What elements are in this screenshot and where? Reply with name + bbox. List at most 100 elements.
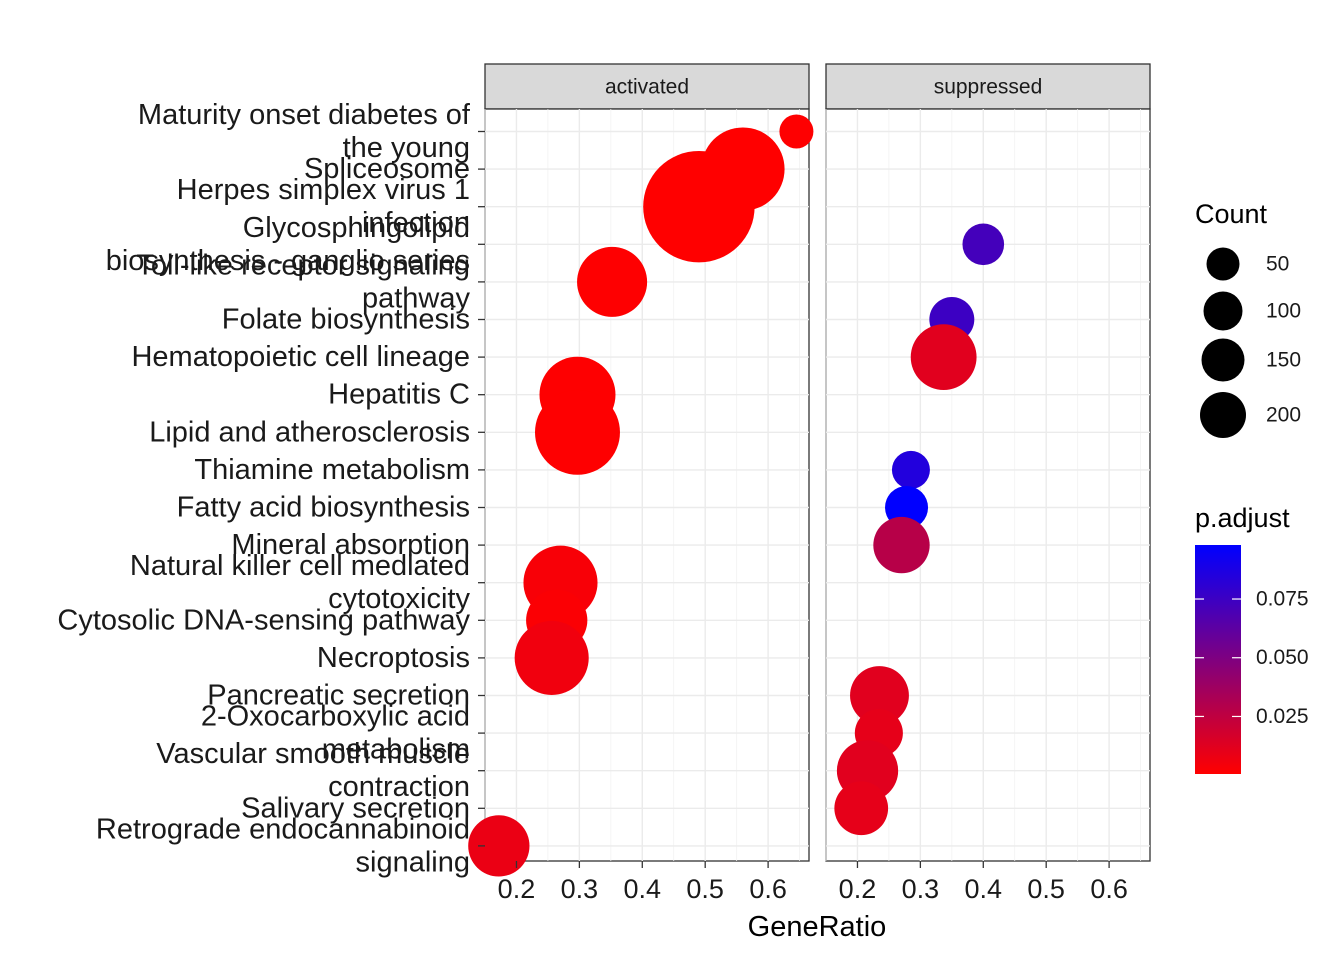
y-tick-label-line: metabolism	[322, 734, 470, 766]
data-point	[468, 815, 530, 877]
color-legend-title: p.adjust	[1195, 503, 1290, 533]
strip-label-suppressed: suppressed	[934, 76, 1043, 99]
size-legend-label: 50	[1266, 253, 1289, 276]
y-tick-label-line: Herpes simplex virus 1	[177, 174, 470, 206]
y-tick-label-line: Hematopoietic cell lineage	[131, 341, 470, 373]
data-point	[834, 781, 889, 836]
size-legend-label: 100	[1266, 300, 1301, 323]
y-tick-label: Toll-like receptor signaling pathway	[136, 249, 470, 314]
x-axis: 0.2 0.3 0.4 0.5 0.6 0.2 0.3 0.4 0.5 0.6	[498, 861, 1128, 904]
data-point	[850, 666, 909, 725]
y-tick-label-line: Mineral absorption	[231, 529, 470, 561]
x-tick-label: 0.3	[561, 874, 599, 904]
y-tick-label: Pancreatic secretion	[207, 680, 470, 712]
color-legend-label: 0.025	[1256, 705, 1309, 728]
y-tick-label-line: pathway	[362, 282, 471, 314]
y-tick-label-line: contraction	[328, 771, 470, 803]
size-legend-key	[1206, 247, 1240, 281]
y-tick-label: Vascular smooth muscle contraction	[156, 738, 470, 803]
points-activated	[468, 114, 814, 877]
y-tick-label-line: Pancreatic secretion	[207, 680, 470, 712]
y-tick-label: Necroptosis	[317, 642, 470, 674]
y-tick-label-line: Folate biosynthesis	[222, 304, 470, 336]
size-legend: Count 50 100 150 200	[1195, 199, 1301, 438]
y-tick-label-line: Salivary secretion	[241, 792, 470, 824]
y-tick-label-line: the young	[343, 132, 470, 164]
color-legend-label: 0.050	[1256, 646, 1309, 669]
y-tick-label: Hepatitis C	[328, 379, 470, 411]
y-tick-label-line: Spliceosome	[304, 153, 470, 185]
y-tick-label-line: biosynthesis - ganglio series	[106, 245, 470, 277]
size-legend-key	[1201, 338, 1245, 382]
grid-activated	[484, 109, 809, 861]
y-tick-label-line: infection	[362, 207, 470, 239]
y-tick-label: Salivary secretion	[241, 792, 470, 824]
panel-suppressed: suppressed	[825, 63, 1151, 862]
x-tick-label: 0.3	[902, 874, 940, 904]
y-tick-label-line: Necroptosis	[317, 642, 470, 674]
y-tick-label: Herpes simplex virus 1 infection	[177, 174, 470, 239]
x-tick-label: 0.6	[1090, 874, 1128, 904]
points-suppressed	[834, 223, 1005, 836]
data-point	[534, 389, 620, 475]
color-legend-bar	[1195, 545, 1241, 774]
y-tick-label: Natural killer cell mediated cytotoxicity	[130, 550, 471, 615]
data-point	[514, 620, 589, 695]
strip-suppressed	[825, 63, 1151, 110]
y-tick-label-line: signaling	[356, 846, 470, 878]
data-point	[577, 246, 648, 317]
y-tick-label: Folate biosynthesis	[222, 304, 470, 336]
x-tick-label: 0.4	[965, 874, 1003, 904]
y-tick-label: Maturity onset diabetes of the young	[138, 99, 471, 164]
y-tick-label: Spliceosome	[304, 153, 470, 185]
x-axis-title: GeneRatio	[748, 911, 887, 943]
y-tick-label-line: Natural killer cell mediated	[130, 550, 470, 582]
y-tick-label-line: Toll-like receptor signaling	[136, 249, 470, 281]
data-point	[779, 114, 814, 149]
data-point	[891, 450, 930, 489]
x-tick-label: 0.6	[749, 874, 787, 904]
y-tick-label-line: Retrograde endocannabinoid	[96, 813, 470, 845]
y-tick-label: Hematopoietic cell lineage	[131, 341, 470, 373]
size-legend-title: Count	[1195, 199, 1268, 229]
panel-activated-frame	[484, 108, 810, 862]
color-legend: p.adjust 0.025 0.050 0.075	[1195, 503, 1309, 774]
y-tick-label: Retrograde endocannabinoid signaling	[96, 813, 470, 878]
y-tick-label-line: Lipid and atherosclerosis	[149, 416, 470, 448]
color-legend-label: 0.075	[1256, 588, 1309, 611]
data-point	[873, 516, 930, 574]
data-point	[643, 150, 755, 263]
size-legend-key	[1203, 291, 1243, 331]
data-point	[962, 223, 1005, 266]
data-point	[910, 324, 977, 391]
y-tick-label: Mineral absorption	[231, 529, 470, 561]
strip-label-activated: activated	[605, 76, 689, 99]
x-tick-label: 0.5	[1027, 874, 1065, 904]
y-tick-label-line: Hepatitis C	[328, 379, 470, 411]
x-tick-label: 0.5	[686, 874, 724, 904]
y-tick-label: Lipid and atherosclerosis	[149, 416, 470, 448]
y-tick-label: Fatty acid biosynthesis	[177, 492, 470, 524]
y-tick-label: Cytosolic DNA-sensing pathway	[57, 604, 470, 636]
y-tick-label-line: 2-Oxocarboxylic acid	[201, 701, 470, 733]
size-legend-key	[1200, 392, 1246, 438]
y-tick-label: 2-Oxocarboxylic acid metabolism	[201, 701, 470, 766]
y-tick-label-line: Glycosphingolipid	[243, 212, 470, 244]
y-tick-label-line: Maturity onset diabetes of	[138, 99, 471, 131]
y-tick-label: Glycosphingolipid biosynthesis - ganglio …	[106, 212, 470, 277]
x-tick-label: 0.4	[624, 874, 662, 904]
panel-activated: activated	[468, 63, 814, 877]
x-tick-label: 0.2	[498, 874, 536, 904]
size-legend-label: 200	[1266, 404, 1301, 427]
y-tick-label-line: cytotoxicity	[328, 583, 470, 615]
y-tick-label-line: Vascular smooth muscle	[156, 738, 470, 770]
y-tick-label-line: Cytosolic DNA-sensing pathway	[57, 604, 470, 636]
y-tick-label-line: Fatty acid biosynthesis	[177, 492, 470, 524]
size-legend-label: 150	[1266, 349, 1301, 372]
y-tick-label: Thiamine metabolism	[194, 454, 470, 486]
x-tick-label: 0.2	[839, 874, 877, 904]
y-axis: Maturity onset diabetes of the youngSplic…	[57, 99, 485, 878]
strip-activated	[484, 63, 810, 110]
y-tick-label-line: Thiamine metabolism	[194, 454, 470, 486]
